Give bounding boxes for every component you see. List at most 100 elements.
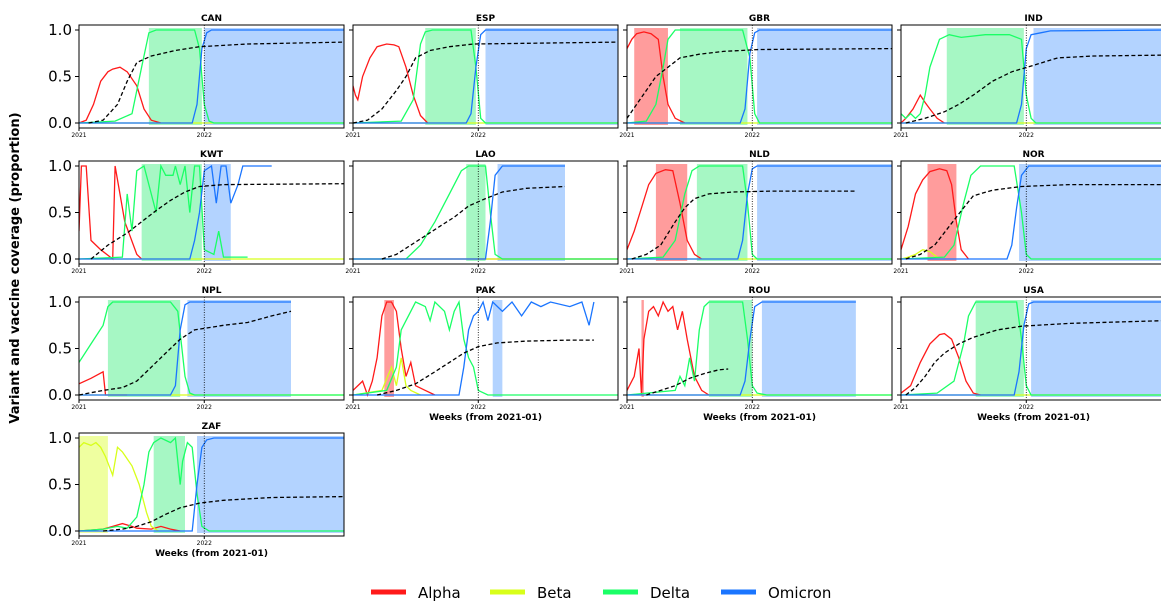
- y-tick-label: 1.0: [48, 293, 72, 311]
- dominance-band-omicron: [757, 164, 892, 261]
- dominance-band-delta: [466, 164, 486, 261]
- x-tick-label: 2021: [893, 132, 908, 139]
- vaccine-line-gbr: [627, 47, 892, 119]
- vaccine-line-ind: [905, 54, 1161, 124]
- legend-item-omicron: Omicron: [721, 584, 831, 602]
- series-delta-esp: [353, 29, 618, 124]
- series-omicron-rou: [627, 301, 856, 396]
- panel-nor: NOR 2021 2022: [893, 150, 1161, 275]
- x-tick-label: 2021: [71, 132, 86, 139]
- vaccine-line-kwt: [90, 183, 344, 260]
- legend-item-beta: Beta: [490, 584, 572, 602]
- series-delta-nor: [901, 165, 1161, 260]
- panel-title: LAO: [475, 150, 496, 160]
- panel-pak: PAK 2021 2022 Weeks (from 2021-01): [345, 286, 619, 423]
- series-alpha-esp: [353, 43, 429, 124]
- series-omicron-npl: [79, 301, 291, 396]
- y-tick-label: 1.0: [48, 429, 72, 447]
- dominance-band-delta: [148, 28, 202, 125]
- dominance-band-omicron: [1031, 300, 1161, 397]
- series-delta-nld: [627, 165, 892, 260]
- series-omicron-nor: [901, 165, 1161, 260]
- panel-title: GBR: [749, 14, 770, 24]
- x-tick-label: 2021: [71, 404, 86, 411]
- series-omicron-zaf: [79, 437, 344, 532]
- dominance-band-delta: [708, 300, 753, 397]
- series-omicron-lao: [353, 165, 565, 260]
- dominance-band-omicron: [485, 28, 618, 125]
- series-beta-nor: [901, 248, 940, 260]
- dominance-band-delta: [946, 28, 1024, 125]
- dominance-band-alpha: [634, 28, 668, 125]
- x-tick-label: 2021: [71, 268, 86, 275]
- series-delta-ind: [901, 34, 1161, 124]
- series-delta-usa: [901, 301, 1161, 396]
- dominance-band-delta: [696, 164, 748, 261]
- panel-usa: USA 2021 2022 Weeks (from 2021-01): [893, 286, 1161, 423]
- series-alpha-kwt: [79, 165, 143, 261]
- dominance-band-delta: [141, 164, 202, 261]
- panel-lao: LAO 2021 2022: [345, 150, 619, 275]
- dominance-band-delta: [425, 28, 476, 125]
- panel-title: ROU: [749, 286, 771, 296]
- legend-label: Delta: [650, 584, 690, 602]
- y-tick-label: 0.5: [48, 340, 72, 358]
- series-alpha-nor: [901, 168, 970, 260]
- dominance-band-omicron: [497, 164, 565, 261]
- dominance-band-omicron: [761, 300, 856, 397]
- series-alpha-pak: [353, 301, 436, 397]
- panel-title: NPL: [202, 286, 222, 296]
- x-tick-label: 2021: [619, 132, 634, 139]
- panel-title: NLD: [749, 150, 770, 160]
- dominance-band-omicron: [204, 164, 231, 261]
- x-tick-label: 2022: [197, 404, 212, 411]
- panel-title: PAK: [476, 286, 497, 296]
- series-delta-zaf: [79, 436, 344, 532]
- panel-title: ZAF: [202, 422, 222, 432]
- dominance-band-alpha: [384, 300, 394, 397]
- dominance-band-delta: [107, 300, 181, 397]
- x-tick-label: 2021: [619, 404, 634, 411]
- y-tick-label: 0.5: [48, 204, 72, 222]
- x-tick-label: 2021: [345, 268, 360, 275]
- series-alpha-usa: [901, 332, 981, 396]
- series-alpha-gbr: [627, 31, 686, 124]
- x-tick-label: 2021: [345, 404, 360, 411]
- panel-rou: ROU 2021 2022 Weeks (from 2021-01): [619, 286, 893, 423]
- y-tick-label: 1.0: [48, 21, 72, 39]
- series-beta-zaf: [79, 441, 159, 532]
- dominance-band-omicron: [1033, 28, 1161, 125]
- legend-label: Omicron: [768, 584, 831, 602]
- vaccine-line-nor: [905, 183, 1161, 260]
- x-tick-label: 2022: [471, 132, 486, 139]
- panel-zaf: ZAF 0.0 0.5 1.0 2021 2022 Weeks (from 2021-01): [48, 422, 345, 559]
- x-tick-label: 2022: [197, 132, 212, 139]
- vaccine-line-can: [88, 41, 344, 124]
- series-omicron-gbr: [627, 29, 892, 124]
- x-axis-label: Weeks (from 2021-01): [429, 413, 542, 423]
- vaccine-line-usa: [905, 320, 1161, 396]
- legend-item-alpha: Alpha: [371, 584, 461, 602]
- dominance-band-omicron: [197, 436, 344, 533]
- panel-title: ESP: [476, 14, 496, 24]
- series-alpha-rou: [627, 300, 710, 396]
- dominance-band-beta: [79, 436, 108, 533]
- series-alpha-can: [79, 66, 162, 124]
- panel-title: NOR: [1022, 150, 1044, 160]
- dominance-band-alpha: [927, 164, 957, 261]
- panel-ind: IND 2021 2022: [893, 14, 1161, 139]
- dominance-band-omicron: [204, 28, 344, 125]
- y-tick-label: 0.5: [48, 68, 72, 86]
- panel-title: USA: [1023, 286, 1044, 296]
- panels: CAN 0.0 0.5 1.0 2021 2022 ESP 2021 2022 GBR 2021 20…: [48, 14, 1161, 559]
- y-tick-label: 1.0: [48, 157, 72, 175]
- x-tick-label: 2022: [471, 404, 486, 411]
- dominance-band-delta: [680, 28, 748, 125]
- dominance-band-alpha: [641, 300, 644, 397]
- series-alpha-nld: [627, 169, 703, 260]
- x-axis-label: Weeks (from 2021-01): [155, 549, 268, 559]
- series-delta-rou: [627, 301, 892, 396]
- vaccine-line-rou: [646, 368, 729, 396]
- y-tick-label: 0.0: [48, 114, 72, 132]
- x-tick-label: 2021: [619, 268, 634, 275]
